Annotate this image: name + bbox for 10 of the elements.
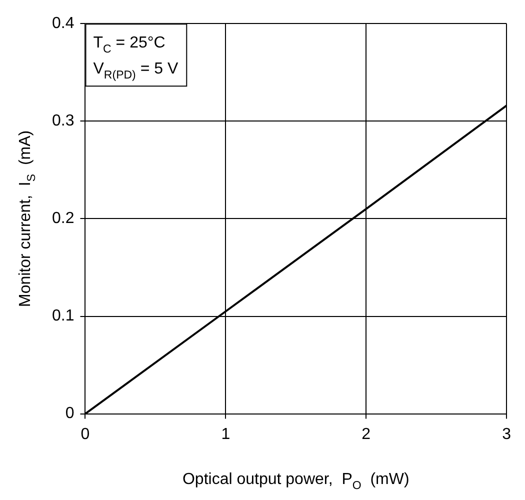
y-axis-title: Monitor current, IS (mA)	[17, 130, 38, 307]
x-tick-label: 0	[80, 426, 90, 443]
y-tick-label: 0.3	[52, 112, 74, 130]
y-tick-label: 0.2	[52, 210, 74, 228]
y-tick-label: 0.1	[52, 308, 74, 325]
x-tick-label: 1	[221, 426, 230, 443]
y-tick-label: 0	[65, 405, 74, 422]
x-tick-label: 2	[362, 426, 371, 443]
x-tick-label: 3	[502, 426, 512, 443]
y-tick-label: 0.4	[52, 15, 74, 32]
